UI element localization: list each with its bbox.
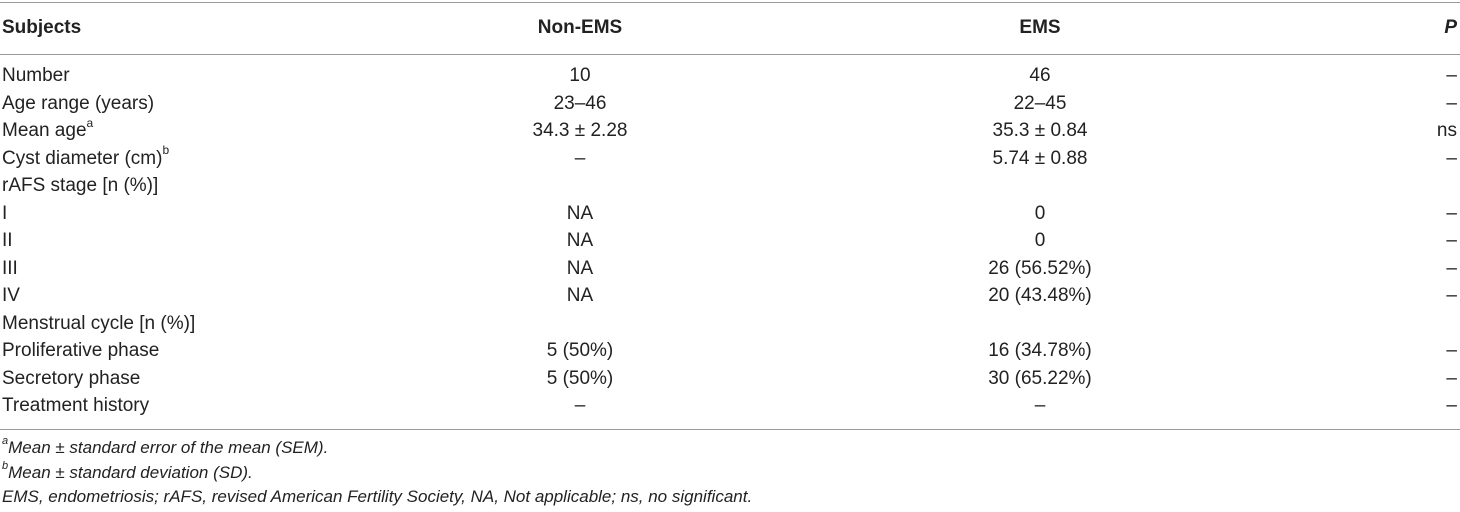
p-value: – <box>1446 147 1457 169</box>
non-ems-value: – <box>574 395 586 416</box>
header-rule <box>0 54 1460 55</box>
table-row: Treatment history – – – <box>0 392 1460 419</box>
row-label-text: Proliferative phase <box>2 340 160 361</box>
ems-value: 16 (34.78%) <box>988 340 1092 361</box>
row-label-text: III <box>2 257 18 279</box>
row-label-text: II <box>2 230 13 251</box>
header-ems: EMS <box>1019 17 1061 38</box>
row-label: rAFS stage [n (%)] <box>2 172 158 199</box>
table-row: Cyst diameter (cm)b – 5.74 ± 0.88 – <box>0 143 1460 172</box>
table-row: Number 10 46 – <box>0 62 1460 89</box>
row-label: II <box>2 227 13 254</box>
row-label: Age range (years) <box>2 90 154 117</box>
row-label-text: Menstrual cycle [n (%)] <box>2 312 196 334</box>
p-value: – <box>1446 65 1457 86</box>
p-value: – <box>1446 340 1457 361</box>
non-ems-value: NA <box>566 230 594 251</box>
non-ems-value: NA <box>566 257 594 279</box>
row-label: I <box>2 200 7 227</box>
row-label: Mean agea <box>2 117 93 144</box>
non-ems-value: 5 (50%) <box>546 340 614 361</box>
row-label: Secretory phase <box>2 365 140 392</box>
row-label-text: Secretory phase <box>2 367 141 389</box>
row-label: III <box>2 255 18 282</box>
row-label: Proliferative phase <box>2 337 159 364</box>
row-label-text: Mean age <box>2 120 87 141</box>
row-label: IV <box>2 282 20 309</box>
footnote-b-mark: b <box>2 460 9 473</box>
table-row: Secretory phase 5 (50%) 30 (65.22%) – <box>0 365 1460 392</box>
table-row: I NA 0 – <box>0 200 1460 227</box>
p-value: – <box>1446 202 1457 224</box>
row-label-text: Treatment history <box>2 395 150 416</box>
ems-value: 20 (43.48%) <box>988 285 1092 306</box>
table-row: Mean agea 34.3 ± 2.28 35.3 ± 0.84 ns <box>0 117 1460 144</box>
header-subjects: Subjects <box>2 17 82 38</box>
row-label-text: Cyst diameter (cm) <box>2 147 163 169</box>
header-p: P <box>1444 17 1457 38</box>
ems-value: 35.3 ± 0.84 <box>992 120 1088 141</box>
ems-value: – <box>1034 395 1046 416</box>
p-value: – <box>1446 367 1457 389</box>
table-row: Proliferative phase 5 (50%) 16 (34.78%) – <box>0 337 1460 364</box>
ems-value: 30 (65.22%) <box>988 367 1092 389</box>
p-value: ns <box>1436 120 1457 141</box>
header-row: Subjects Non-EMS EMS P <box>0 14 1460 41</box>
row-label-text: I <box>2 202 8 224</box>
table-row: IV NA 20 (43.48%) – <box>0 282 1460 309</box>
table-row: II NA 0 – <box>0 227 1460 254</box>
table-row: rAFS stage [n (%)] <box>0 172 1460 199</box>
non-ems-value: NA <box>566 285 594 306</box>
table-row: Menstrual cycle [n (%)] <box>0 310 1460 337</box>
footnote-b-text: Mean ± standard deviation (SD). <box>8 463 253 482</box>
non-ems-value: 23–46 <box>553 92 607 114</box>
non-ems-value: 5 (50%) <box>546 367 614 389</box>
table-row: III NA 26 (56.52%) – <box>0 255 1460 282</box>
footnote-abbreviations: EMS, endometriosis; rAFS, revised Americ… <box>2 487 753 506</box>
footnote-a: aMean ± standard error of the mean (SEM)… <box>2 435 329 459</box>
row-label-text: Age range (years) <box>2 92 155 114</box>
footnote-b: bMean ± standard deviation (SD). <box>2 460 253 484</box>
ems-value: 5.74 ± 0.88 <box>992 147 1088 169</box>
footnote-a-text: Mean ± standard error of the mean (SEM). <box>8 438 329 457</box>
row-label-footnote-mark: a <box>86 115 94 130</box>
p-value: – <box>1446 230 1457 251</box>
footnote-a-mark: a <box>2 435 9 448</box>
bottom-rule <box>0 429 1460 430</box>
row-label: Menstrual cycle [n (%)] <box>2 310 195 337</box>
non-ems-value: – <box>574 147 586 169</box>
p-value: – <box>1446 92 1457 114</box>
ems-value: 0 <box>1034 230 1046 251</box>
ems-value: 26 (56.52%) <box>988 257 1092 279</box>
row-label: Cyst diameter (cm)b <box>2 143 170 172</box>
p-value: – <box>1446 285 1457 306</box>
row-label-text: rAFS stage [n (%)] <box>2 175 159 196</box>
row-label-text: Number <box>2 65 70 86</box>
non-ems-value: 34.3 ± 2.28 <box>532 120 628 141</box>
row-label: Number <box>2 62 70 89</box>
header-non-ems: Non-EMS <box>537 17 623 38</box>
top-rule <box>0 2 1460 3</box>
p-value: – <box>1446 257 1457 279</box>
non-ems-value: 10 <box>569 65 591 86</box>
non-ems-value: NA <box>566 202 594 224</box>
row-label: Treatment history <box>2 392 149 419</box>
ems-value: 46 <box>1029 65 1051 86</box>
ems-value: 0 <box>1034 202 1046 224</box>
row-label-footnote-mark: b <box>162 143 170 158</box>
table-row: Age range (years) 23–46 22–45 – <box>0 90 1460 117</box>
p-value: – <box>1446 395 1457 416</box>
ems-value: 22–45 <box>1013 92 1067 114</box>
row-label-text: IV <box>2 285 20 306</box>
